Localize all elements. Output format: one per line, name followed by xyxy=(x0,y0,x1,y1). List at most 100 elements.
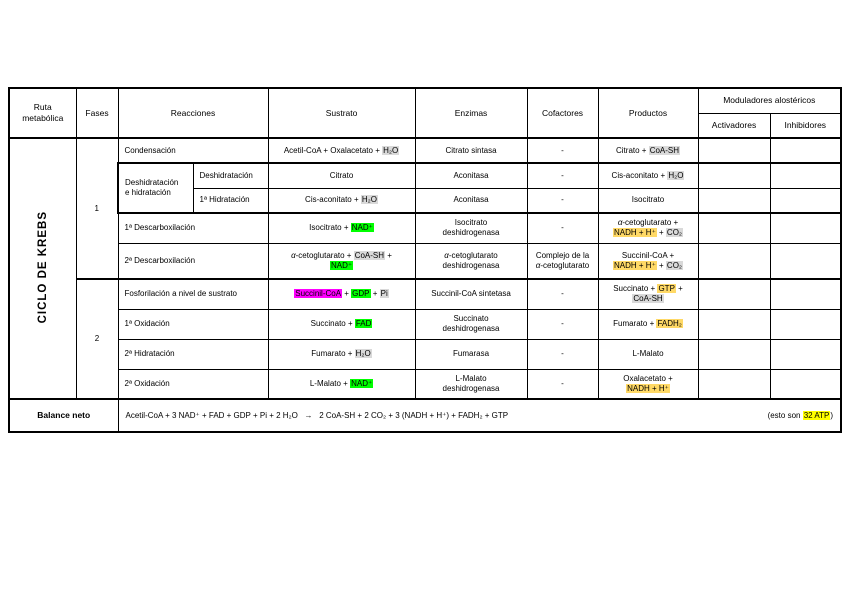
cell-r4-sustrato: Isocitrato + NAD⁺ xyxy=(267,212,416,244)
highlighted-term: Pi xyxy=(379,289,389,299)
text-segment: - xyxy=(561,223,564,233)
cell-r6-cofactor: - xyxy=(526,278,599,310)
highlighted-term: H₂O xyxy=(360,195,378,205)
cell-r1-inhibidores xyxy=(769,137,842,164)
cell-r9-sustrato: L-Malato + NAD⁺ xyxy=(267,368,416,400)
cell-r5-enzima: α-cetoglutarato deshidrogenasa xyxy=(414,242,528,280)
highlighted-term: CoA-SH xyxy=(648,145,681,155)
text-segment: -cetoglutarato + xyxy=(295,250,354,260)
cell-r5-producto: Succinil-CoA + NADH + H⁺ + CO₂ xyxy=(597,242,699,280)
text-segment: Citrato sintasa xyxy=(445,145,497,155)
cell-r8-reaccion: 2ª Hidratación xyxy=(117,338,269,370)
cell-r5-reaccion: 2ª Descarboxilación xyxy=(117,242,269,280)
cell-r1-reaccion: Condensación xyxy=(117,137,269,164)
highlighted-term: FAD xyxy=(354,319,373,328)
cell-r4-reaccion: 1ª Descarboxilación xyxy=(117,212,269,244)
text-segment: 1ª Hidratación xyxy=(199,195,250,205)
cell-r6-activadores xyxy=(697,278,771,310)
cell-r8-cofactor: - xyxy=(526,338,599,370)
cell-r3-producto: Isocitrato xyxy=(597,187,699,214)
text-segment: Fosforilación a nivel de sustrato xyxy=(124,289,238,299)
cell-r5-inhibidores xyxy=(769,242,842,280)
text-segment: Deshidratación xyxy=(199,170,253,180)
highlighted-term: NADH + H⁺ xyxy=(626,383,670,393)
text-segment: -cetoglutarato xyxy=(540,260,590,270)
cell-r5-sustrato: α-cetoglutarato + CoA-SH + NAD⁺ xyxy=(267,242,416,280)
col-header-sustrato: Sustrato xyxy=(267,87,416,139)
cell-r6-inhibidores xyxy=(769,278,842,310)
cell-r6-enzima: Succinil-CoA sintetasa xyxy=(414,278,528,310)
text-segment: - xyxy=(561,349,564,358)
text-segment: Isocitrato xyxy=(454,218,488,228)
highlighted-term: H₂O xyxy=(354,349,372,358)
col-header-enzimas: Enzimas xyxy=(414,87,528,139)
cell-r9-producto: Oxalacetato + NADH + H⁺ xyxy=(597,368,699,400)
cell-r1-sustrato: Acetil-CoA + Oxalacetato + H₂O xyxy=(267,137,416,164)
cell-r4-activadores xyxy=(697,212,771,244)
text-segment: Fumarato + xyxy=(613,319,657,328)
cell-r7-cofactor: - xyxy=(526,308,599,340)
text-segment: -cetoglutarato + xyxy=(622,218,679,228)
cell-r8-inhibidores xyxy=(769,338,842,370)
text-segment: Fumarato + xyxy=(311,349,355,358)
text-segment: Acetil-CoA + 3 NAD⁺ + FAD + GDP + Pi + 2… xyxy=(125,410,509,420)
text-segment: α xyxy=(291,250,296,260)
cell-r7-sustrato: Succinato + FAD xyxy=(267,308,416,340)
text-segment: Succinato + xyxy=(613,284,658,294)
highlighted-term: NAD⁺ xyxy=(329,260,354,270)
cell-r8-sustrato: Fumarato + H₂O xyxy=(267,338,416,370)
highlighted-term: H₂O xyxy=(667,170,685,180)
text-segment: 2ª Descarboxilación xyxy=(124,255,196,265)
krebs-cycle-table: Ruta metabólica Fases Reacciones Sustrat… xyxy=(8,87,843,433)
cell-r1-producto: Citrato + CoA-SH xyxy=(597,137,699,164)
text-segment: Aconitasa xyxy=(453,195,489,205)
text-segment: deshidrogenasa xyxy=(442,383,500,393)
text-segment: - xyxy=(561,319,564,328)
cell-r6-reaccion: Fosforilación a nivel de sustrato xyxy=(117,278,269,310)
text-segment: α xyxy=(535,260,541,270)
cell-r7-inhibidores xyxy=(769,308,842,340)
text-segment: Cis-aconitato + xyxy=(305,195,361,205)
text-segment: L-Malato xyxy=(632,349,664,358)
cell-r7-enzima: Succinato deshidrogenasa xyxy=(414,308,528,340)
cell-r2-producto: Cis-aconitato + H₂O xyxy=(597,162,699,189)
cell-r4-enzima: Isocitrato deshidrogenasa xyxy=(414,212,528,244)
text-segment: + xyxy=(370,289,380,299)
text-segment: Oxalacetato + xyxy=(623,373,673,383)
row-header-ciclo-de-krebs: CICLO DE KREBS xyxy=(8,137,77,400)
text-segment: deshidrogenasa xyxy=(442,324,500,333)
cell-r3-cofactor: - xyxy=(526,187,599,214)
text-segment: + xyxy=(385,250,392,260)
col-header-activadores: Activadores xyxy=(697,112,771,139)
cell-r9-enzima: L-Malato deshidrogenasa xyxy=(414,368,528,400)
text-segment: -cetoglutarato xyxy=(448,250,498,260)
text-segment: Citrato + xyxy=(616,145,649,155)
ciclo-de-krebs-label: CICLO DE KREBS xyxy=(36,210,49,324)
cell-r2-reaccion: Deshidratación xyxy=(192,162,269,189)
col-header-inhibidores: Inhibidores xyxy=(769,112,842,139)
text-segment: L-Malato + xyxy=(309,378,351,388)
text-segment: Acetil-CoA + Oxalacetato + xyxy=(283,145,383,155)
highlighted-term: CO₂ xyxy=(665,228,684,238)
text-segment: Fumarasa xyxy=(453,349,490,358)
text-segment: α xyxy=(444,250,449,260)
balance-row: Acetil-CoA + 3 NAD⁺ + FAD + GDP + Pi + 2… xyxy=(117,398,842,433)
cell-r9-reaccion: 2ª Oxidación xyxy=(117,368,269,400)
cell-r2-sustrato: Citrato xyxy=(267,162,416,189)
text-segment: (esto son xyxy=(767,410,803,420)
cell-r3-inhibidores xyxy=(769,187,842,214)
cell-r7-reaccion: 1ª Oxidación xyxy=(117,308,269,340)
highlighted-term: CoA-SH xyxy=(632,294,664,304)
cell-r2-cofactor: - xyxy=(526,162,599,189)
highlighted-term: H₂O xyxy=(382,145,400,155)
text-segment: Aconitasa xyxy=(453,170,489,180)
cell-r3-activadores xyxy=(697,187,771,214)
text-segment: Isocitrato xyxy=(631,195,665,205)
text-segment: deshidrogenasa xyxy=(442,228,500,238)
cell-r4-inhibidores xyxy=(769,212,842,244)
balance-note: (esto son 32 ATP) xyxy=(767,410,833,421)
col-header-fases: Fases xyxy=(75,87,119,139)
cell-r5-cofactor: Complejo de la α-cetoglutarato xyxy=(526,242,599,280)
highlighted-term: CoA-SH xyxy=(353,250,386,260)
